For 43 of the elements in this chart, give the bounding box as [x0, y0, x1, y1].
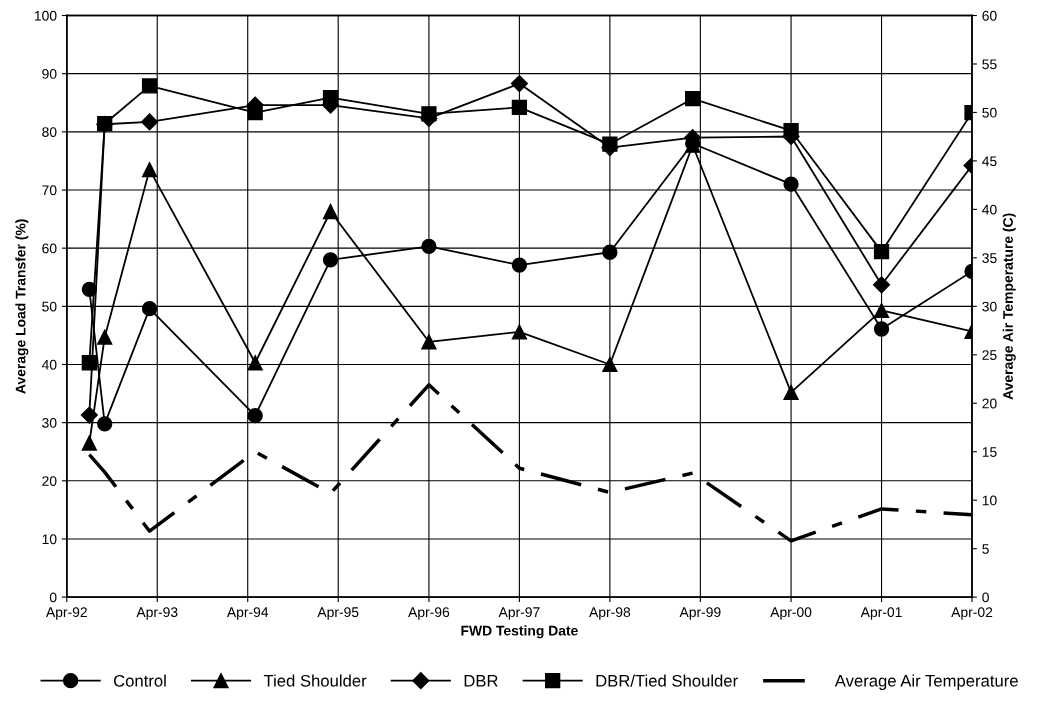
y-tick-label: 20: [42, 476, 57, 486]
y2-axis-title: Average Air Temperature (C): [1002, 213, 1016, 400]
y2-tick-label: 50: [982, 107, 997, 118]
legend-label: DBR: [464, 675, 498, 687]
y-tick-label: 40: [41, 359, 57, 370]
legend-label: Average Air Temperature: [834, 674, 1018, 690]
y2-tick-label: 35: [982, 253, 997, 264]
y2-tick-label: 45: [982, 156, 997, 167]
x-tick-label: Apr-95: [317, 607, 359, 620]
y-tick-label: 10: [42, 534, 57, 545]
y2-tick-label: 20: [982, 398, 997, 409]
y2-tick-label: 25: [982, 350, 997, 360]
y-tick-label: 100: [34, 10, 57, 21]
y-tick-label: 60: [42, 243, 57, 254]
y-axis-title: Average Load Transfer (%): [15, 219, 29, 394]
y-tick-label: 50: [42, 301, 57, 312]
legend-label: Tied Shoulder: [263, 674, 367, 687]
x-tick-label: Apr-99: [679, 607, 721, 620]
x-tick-label: Apr-97: [498, 607, 540, 620]
x-tick-label: Apr-02: [951, 607, 993, 620]
y2-tick-label: 5: [982, 544, 989, 554]
y-tick-label: 30: [42, 417, 57, 428]
x-tick-label: Apr-98: [589, 607, 631, 620]
legend-label: DBR/Tied Shoulder: [596, 674, 738, 687]
y-tick-label: 80: [42, 127, 57, 137]
x-tick-label: Apr-93: [136, 607, 178, 620]
y2-tick-label: 10: [982, 495, 997, 506]
y2-tick-label: 15: [982, 447, 997, 457]
y2-tick-label: 30: [982, 301, 997, 312]
y2-tick-label: 60: [982, 10, 997, 21]
y-tick-label: 0: [49, 592, 57, 603]
x-tick-label: Apr-94: [226, 607, 269, 620]
y-tick-label: 90: [42, 69, 57, 79]
x-tick-label: Apr-00: [770, 607, 812, 620]
y2-tick-label: 0: [982, 592, 989, 603]
y-tick-label: 70: [42, 185, 57, 196]
x-axis-title: FWD Testing Date: [461, 625, 578, 639]
x-tick-label: Apr-96: [408, 607, 450, 620]
y2-tick-label: 40: [982, 204, 997, 215]
y2-tick-label: 55: [982, 59, 997, 70]
x-tick-label: Apr-01: [860, 607, 902, 620]
legend-label: Control: [113, 674, 166, 687]
x-tick-label: Apr-92: [45, 607, 87, 620]
